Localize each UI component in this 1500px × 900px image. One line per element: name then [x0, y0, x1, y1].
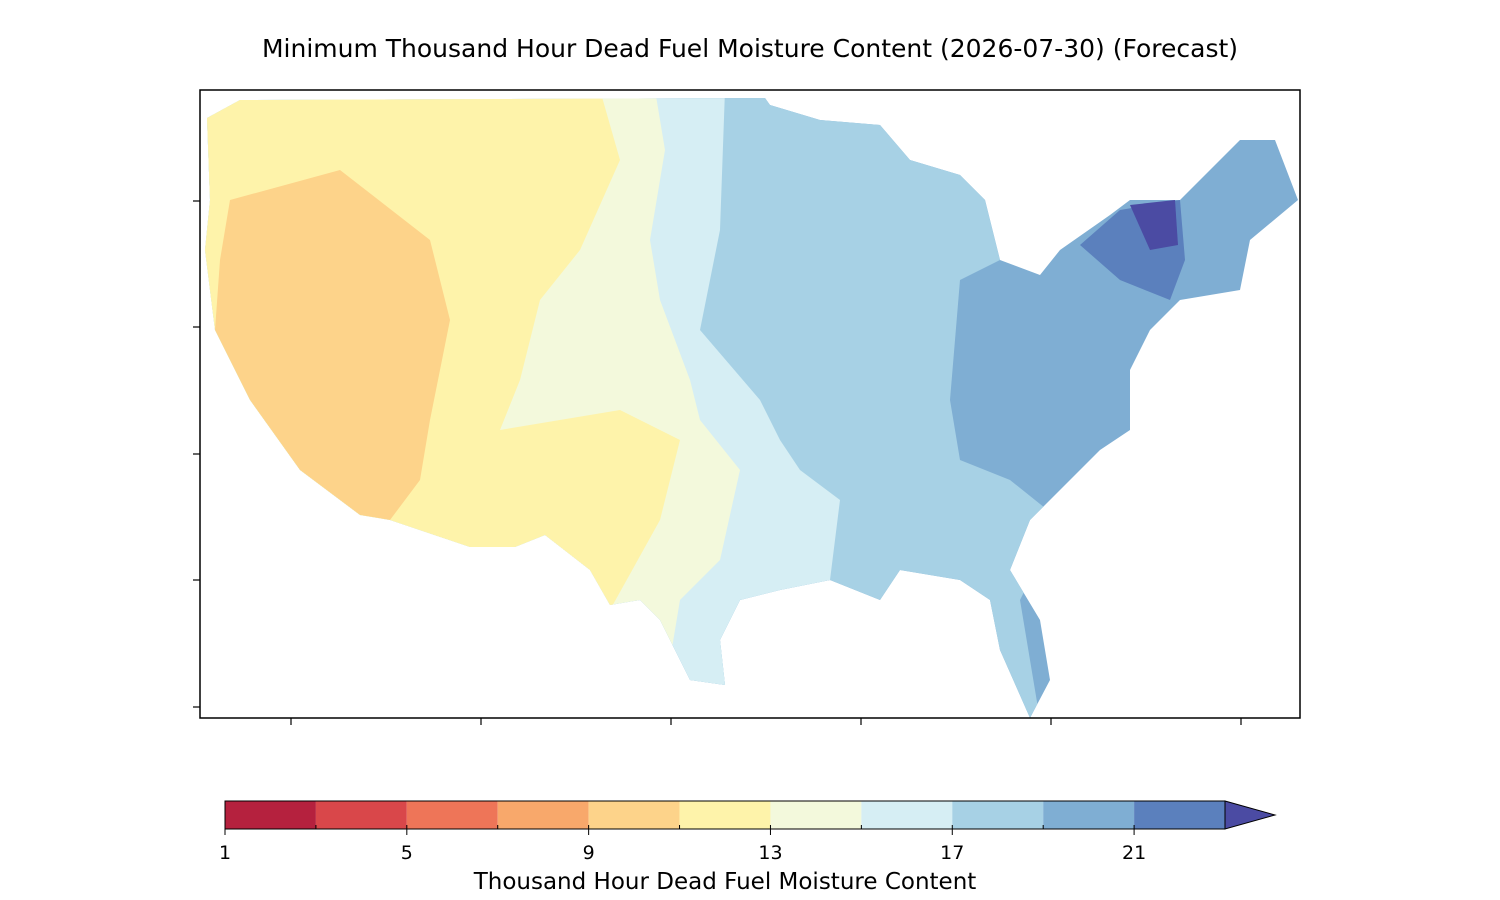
- colorbar-frame: [224, 800, 1226, 830]
- colorbar-segment: [770, 801, 862, 829]
- colorbar-tick-label: 13: [758, 842, 782, 864]
- colorbar-extension: [1224, 800, 1277, 830]
- colorbar-segment: [497, 801, 589, 829]
- map-title: Minimum Thousand Hour Dead Fuel Moisture…: [262, 34, 1238, 63]
- colorbar-segment: [225, 801, 316, 829]
- colorbar-segment: [952, 801, 1044, 829]
- colorbar-segment: [588, 801, 680, 829]
- colorbar-segment: [315, 801, 407, 829]
- zone-over-23: [1130, 200, 1178, 250]
- colorbar-tick-label: 21: [1122, 842, 1146, 864]
- colorbar-segment: [406, 801, 498, 829]
- map-frame: [199, 89, 1301, 719]
- colorbar: 1 5 9 13 17 21: [219, 800, 1277, 864]
- colorbar-tick-label: 9: [583, 842, 595, 864]
- colorbar-segment: [861, 801, 953, 829]
- colorbar-segment: [679, 801, 771, 829]
- colorbar-tick-label: 1: [219, 842, 231, 864]
- moisture-field: [205, 98, 1298, 718]
- colorbar-tick-label: 17: [940, 842, 964, 864]
- colorbar-segment: [1134, 801, 1225, 829]
- colorbar-label: Thousand Hour Dead Fuel Moisture Content: [473, 869, 977, 895]
- zone-9-11: [215, 170, 450, 520]
- colorbar-tick-label: 5: [401, 842, 413, 864]
- colorbar-segment: [1043, 801, 1135, 829]
- map-axis-ticks: [193, 200, 1242, 725]
